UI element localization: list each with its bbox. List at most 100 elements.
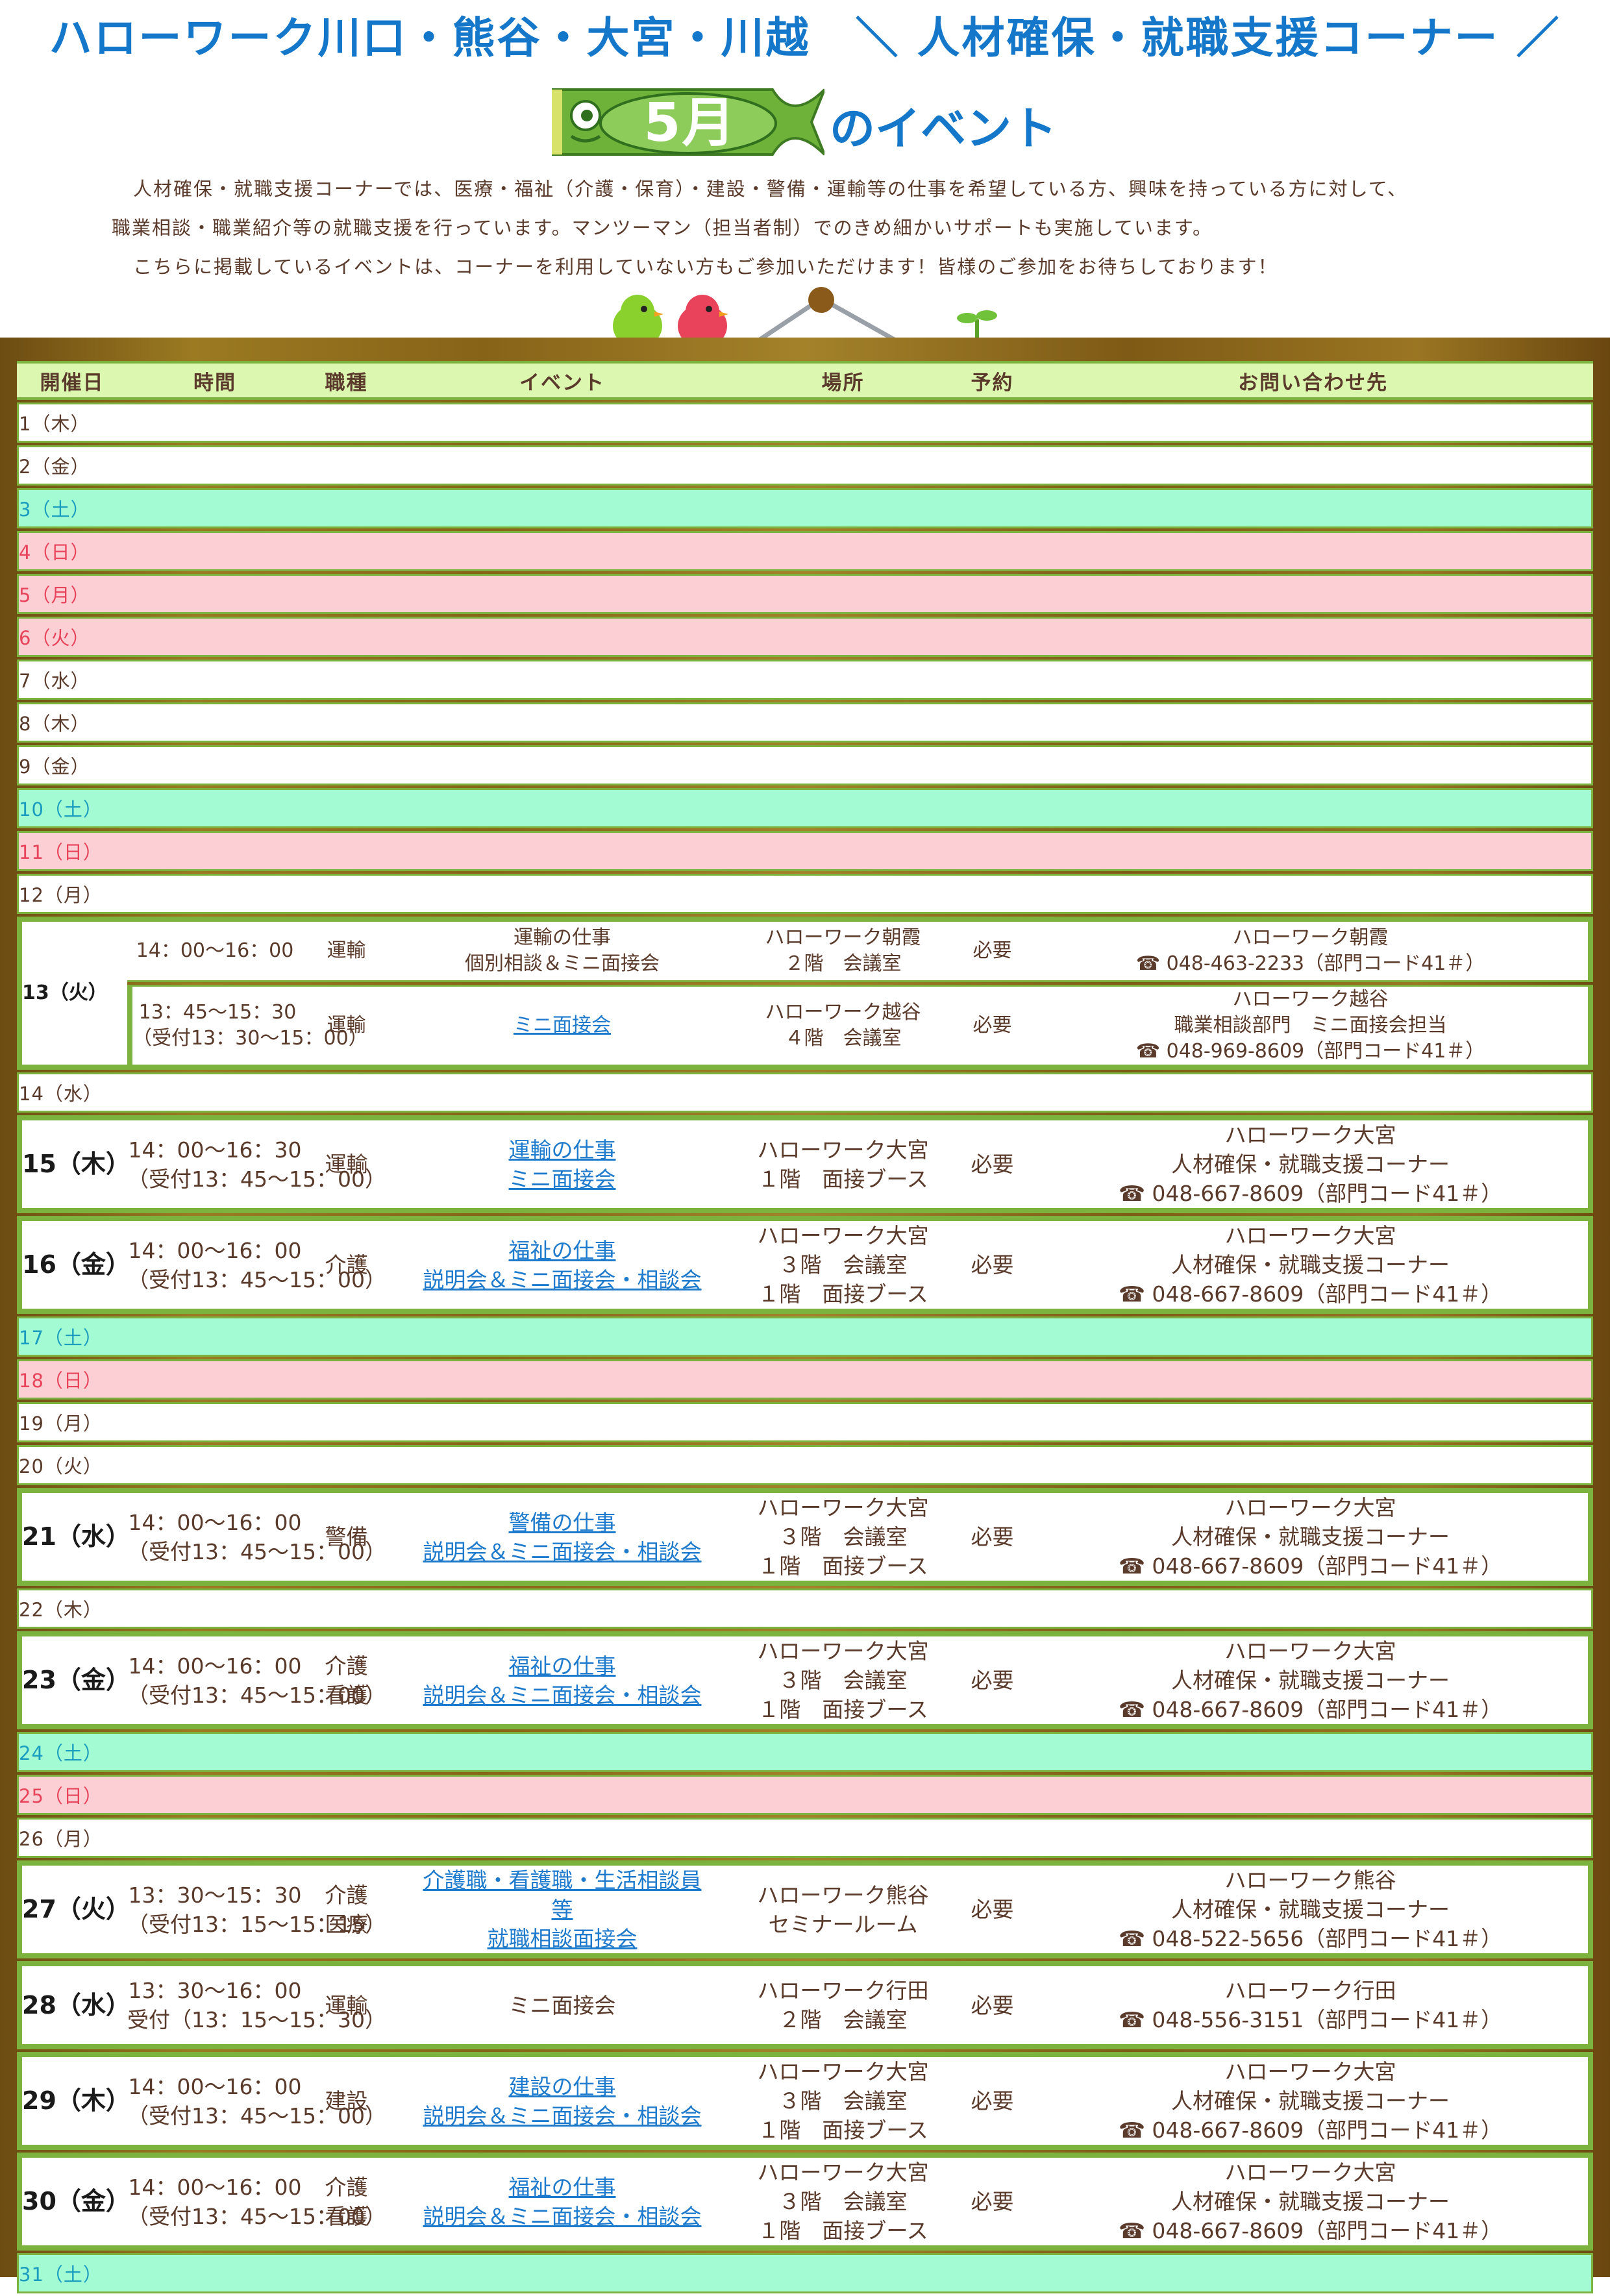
date-cell: 19（月） — [17, 1402, 1593, 1442]
place-line: ハローワーク朝霞 — [765, 926, 921, 949]
red-bird-icon — [678, 295, 728, 344]
date-cell: 6（火） — [17, 617, 1593, 657]
table-row: 4（日） — [17, 531, 1593, 571]
event-cell[interactable]: 建設の仕事説明会＆ミニ面接会・相談会 — [390, 2052, 734, 2150]
time-line: 14：00～16：00 — [136, 939, 294, 962]
phone-number: 048-463-2233（部門コード41＃） — [1166, 952, 1485, 975]
place-line: １階 面接ブース — [758, 2218, 928, 2243]
date-cell: 26（月） — [17, 1818, 1593, 1858]
job-line: 運輸 — [325, 1152, 368, 1177]
event-link[interactable]: 警備の仕事 — [508, 1509, 616, 1535]
hanging-sign-icon — [752, 287, 904, 344]
col-header-date: 開催日 — [17, 361, 127, 400]
table-row: 2（金） — [17, 445, 1593, 486]
phone-line: ☎ 048-969-8609（部門コード41＃） — [1033, 1039, 1588, 1065]
contact-line: 人材確保・就職支援コーナー — [1171, 2088, 1450, 2114]
place-cell: ハローワーク大宮 ３階 会議室 １階 面接ブース — [734, 2052, 952, 2150]
reservation-cell: 必要 — [952, 1961, 1033, 2049]
event-cell[interactable]: 運輸の仕事ミニ面接会 — [390, 1115, 734, 1213]
table-row: 25（日） — [17, 1775, 1593, 1815]
event-cell: ミニ面接会 — [390, 1961, 734, 2049]
event-link[interactable]: 福祉の仕事 — [508, 1237, 616, 1263]
place-cell: ハローワーク行田 ２階 会議室 — [734, 1961, 952, 2049]
event-cell[interactable]: 介護職・看護職・生活相談員等就職相談面接会 — [390, 1860, 734, 1958]
table-row: 11（日） — [17, 831, 1593, 871]
date-cell: 8（木） — [17, 702, 1593, 743]
date-cell: 15（木） — [17, 1115, 130, 1213]
event-link[interactable]: 説明会＆ミニ面接会・相談会 — [423, 1682, 702, 1708]
phone-number: 048-522-5656（部門コード41＃） — [1152, 1926, 1503, 1951]
event-cell[interactable]: 福祉の仕事説明会＆ミニ面接会・相談会 — [390, 2153, 734, 2251]
date-cell: 23（金） — [17, 1631, 130, 1729]
contact-line: ハローワーク熊谷 — [1224, 1868, 1396, 1893]
sprout-icon — [957, 310, 997, 344]
time-line: 14：00～16：00 — [128, 2174, 302, 2200]
event-link[interactable]: 説明会＆ミニ面接会・相談会 — [423, 2203, 702, 2229]
table-row: 18（日） — [17, 1359, 1593, 1400]
phone-line: ☎ 048-667-8609（部門コード41＃） — [1033, 1179, 1588, 1208]
event-cell[interactable]: ミニ面接会 — [390, 985, 734, 1070]
event-cell[interactable]: 福祉の仕事説明会＆ミニ面接会・相談会 — [390, 1216, 734, 1314]
job-line: 介護 — [325, 1252, 368, 1278]
date-cell: 27（火） — [17, 1860, 130, 1958]
decoration — [613, 287, 997, 344]
job-line: 介護 — [325, 1653, 368, 1679]
event-link[interactable]: ミニ面接会 — [508, 1166, 616, 1192]
phone-icon: ☎ — [1118, 1181, 1152, 1206]
event-link[interactable]: 運輸の仕事 — [508, 1137, 616, 1163]
table-header-row: 開催日 時間 職種 イベント 場所 予約 お問い合わせ先 — [17, 361, 1593, 400]
job-cell: 警備 — [303, 1488, 390, 1586]
reservation-cell: 必要 — [952, 2153, 1033, 2251]
contact-line: 人材確保・就職支援コーナー — [1171, 1252, 1450, 1278]
job-line: 看護 — [325, 2203, 368, 2229]
col-header-contact: お問い合わせ先 — [1033, 361, 1593, 400]
event-link[interactable]: 説明会＆ミニ面接会・相談会 — [423, 2103, 702, 2129]
event-link[interactable]: 福祉の仕事 — [508, 2174, 616, 2200]
phone-icon: ☎ — [1118, 1281, 1152, 1307]
time-line: 14：00～16：30 — [128, 1137, 302, 1163]
job-cell: 介護 看護 — [303, 1631, 390, 1729]
date-cell: 1（木） — [17, 402, 1593, 443]
contact-line: 人材確保・就職支援コーナー — [1171, 1897, 1450, 1922]
phone-number: 048-667-8609（部門コード41＃） — [1152, 1181, 1503, 1206]
event-link[interactable]: 説明会＆ミニ面接会・相談会 — [423, 1538, 702, 1564]
event-link[interactable]: 就職相談面接会 — [487, 1926, 638, 1951]
event-row: 13（火） 14：00～16：00 運輸 運輸の仕事 個別相談＆ミニ面接会 ハローワーク朝… — [17, 917, 1593, 1070]
date-cell: 3（土） — [17, 488, 1593, 528]
phone-number: 048-556-3151（部門コード41＃） — [1152, 2007, 1503, 2032]
table-row: 14（水） — [17, 1072, 1593, 1113]
reservation-cell: 必要 — [952, 1860, 1033, 1958]
place-cell: ハローワーク大宮 ３階 会議室 １階 面接ブース — [734, 1488, 952, 1586]
date-cell: 2（金） — [17, 445, 1593, 486]
event-link[interactable]: 説明会＆ミニ面接会・相談会 — [423, 1266, 702, 1292]
event-link[interactable]: 福祉の仕事 — [508, 1653, 616, 1679]
time-line: （受付13：45～15：00） — [127, 1166, 386, 1192]
place-line: １階 面接ブース — [758, 1697, 928, 1722]
phone-line: ☎ 048-667-8609（部門コード41＃） — [1033, 1279, 1588, 1309]
event-link[interactable]: ミニ面接会 — [514, 1014, 611, 1037]
job-line: 看護 — [325, 1682, 368, 1708]
date-cell: 28（水） — [17, 1961, 130, 2049]
date-cell: 11（日） — [17, 831, 1593, 871]
time-line: 13：30～15：30 — [128, 1882, 302, 1908]
place-line: ハローワーク大宮 — [757, 2160, 929, 2185]
event-link[interactable]: 建設の仕事 — [508, 2073, 616, 2099]
phone-number: 048-667-8609（部門コード41＃） — [1152, 1281, 1503, 1307]
place-cell: ハローワーク大宮 １階 面接ブース — [734, 1115, 952, 1213]
event-cell[interactable]: 警備の仕事説明会＆ミニ面接会・相談会 — [390, 1488, 734, 1586]
contact-line: 人材確保・就職支援コーナー — [1171, 2189, 1450, 2214]
table-row: 24（土） — [17, 1732, 1593, 1772]
contact-cell: ハローワーク大宮 人材確保・就職支援コーナー ☎ 048-667-8609（部門コー… — [1033, 1631, 1593, 1729]
place-cell: ハローワーク大宮 ３階 会議室 １階 面接ブース — [734, 1631, 952, 1729]
event-line: 運輸の仕事 — [514, 926, 611, 949]
event-cell[interactable]: 福祉の仕事説明会＆ミニ面接会・相談会 — [390, 1631, 734, 1729]
event-row: 15（木） 14：00～16：30 （受付13：45～15：00） 運輸 運輸の仕事 ミニ… — [17, 1115, 1593, 1213]
event-link[interactable]: 等 — [551, 1897, 573, 1922]
phone-line: ☎ 048-522-5656（部門コード41＃） — [1033, 1924, 1588, 1953]
event-link[interactable]: 介護職・看護職・生活相談員 — [423, 1868, 702, 1893]
phone-icon: ☎ — [1135, 1040, 1167, 1063]
date-cell: 5（月） — [17, 574, 1593, 614]
place-line: ２階 会議室 — [778, 2007, 908, 2032]
time-line: （受付13：45～15：00） — [127, 2103, 386, 2129]
phone-icon: ☎ — [1118, 1926, 1152, 1951]
